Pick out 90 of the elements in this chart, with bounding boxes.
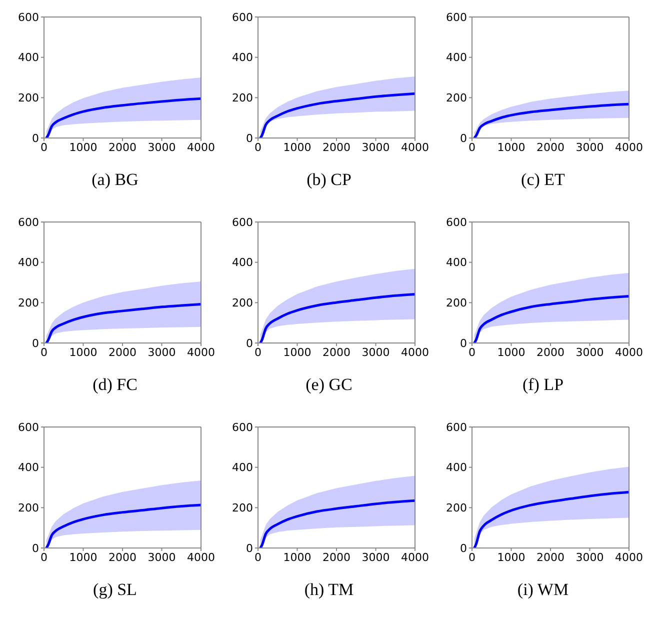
y-tick-label: 400: [18, 51, 39, 64]
y-tick-label: 0: [32, 336, 39, 350]
y-tick-label: 400: [446, 461, 467, 474]
x-tick-label: 0: [468, 550, 476, 564]
x-tick-label: 2000: [322, 140, 350, 154]
text: (f) LP: [522, 375, 564, 395]
y-tick-label: 200: [232, 92, 253, 105]
text: (d) FC: [92, 375, 138, 395]
y-tick-label: 200: [18, 92, 39, 105]
x-tick-label: 1000: [497, 346, 526, 359]
x-tick-label: 3000: [576, 550, 604, 564]
y-tick-label: 600: [232, 10, 253, 24]
y-tick-label: 600: [446, 420, 467, 434]
y-tick-label: 200: [446, 296, 467, 310]
x-tick-label: 4000: [615, 346, 643, 359]
x-tick-label: 0: [468, 140, 476, 154]
y-tick-label: 0: [246, 336, 253, 350]
text: (e) GC: [306, 375, 352, 395]
x-tick-label: 2000: [536, 550, 564, 564]
y-tick-label: 400: [232, 461, 253, 474]
y-tick-label: 0: [460, 336, 467, 350]
y-tick-label: 200: [232, 502, 253, 515]
y-tick-label: 600: [446, 216, 467, 229]
x-tick-label: 1000: [283, 140, 312, 154]
x-tick-label: 0: [40, 346, 48, 359]
text: (a) BG: [92, 170, 138, 190]
x-tick-label: 4000: [187, 550, 215, 564]
text: (h) TM: [304, 580, 354, 600]
y-tick-label: 400: [232, 51, 253, 64]
x-tick-label: 0: [254, 550, 262, 564]
x-tick-label: 0: [40, 140, 48, 154]
x-tick-label: 3000: [576, 140, 604, 154]
x-tick-label: 0: [254, 140, 262, 154]
y-tick-label: 200: [18, 296, 39, 310]
y-tick-label: 0: [246, 132, 253, 145]
y-tick-label: 200: [18, 502, 39, 515]
x-tick-label: 3000: [576, 346, 604, 359]
x-tick-label: 1000: [497, 140, 526, 154]
y-tick-label: 400: [232, 256, 253, 270]
x-tick-label: 2000: [322, 346, 350, 359]
x-tick-label: 3000: [362, 550, 390, 564]
y-tick-label: 600: [18, 216, 39, 229]
y-tick-label: 0: [32, 132, 39, 145]
y-tick-label: 600: [18, 10, 39, 24]
y-tick-label: 600: [446, 10, 467, 24]
x-tick-label: 3000: [148, 550, 176, 564]
y-tick-label: 400: [18, 461, 39, 474]
x-tick-label: 2000: [536, 140, 564, 154]
x-tick-label: 3000: [148, 140, 176, 154]
x-tick-label: 1000: [497, 550, 526, 564]
x-tick-label: 1000: [69, 550, 98, 564]
x-tick-label: 2000: [322, 550, 350, 564]
x-tick-label: 4000: [615, 550, 643, 564]
x-tick-label: 2000: [536, 346, 564, 359]
y-tick-label: 0: [460, 542, 467, 555]
text: (c) ET: [521, 170, 565, 190]
x-tick-label: 4000: [187, 346, 215, 359]
text: (g) SL: [93, 580, 137, 600]
x-tick-label: 4000: [615, 140, 643, 154]
x-tick-label: 3000: [148, 346, 176, 359]
y-tick-label: 0: [460, 132, 467, 145]
y-tick-label: 200: [446, 502, 467, 515]
x-tick-label: 3000: [362, 346, 390, 359]
x-tick-label: 3000: [362, 140, 390, 154]
x-tick-label: 4000: [401, 346, 429, 359]
y-tick-label: 0: [32, 542, 39, 555]
x-tick-label: 0: [254, 346, 262, 359]
x-tick-label: 1000: [69, 140, 98, 154]
text: (i) WM: [517, 580, 569, 600]
y-tick-label: 400: [446, 256, 467, 270]
y-tick-label: 400: [446, 51, 467, 64]
y-tick-label: 200: [232, 296, 253, 310]
y-tick-label: 400: [18, 256, 39, 270]
x-tick-label: 0: [40, 550, 48, 564]
y-tick-label: 0: [246, 542, 253, 555]
x-tick-label: 4000: [401, 550, 429, 564]
x-tick-label: 2000: [108, 140, 136, 154]
y-tick-label: 200: [446, 92, 467, 105]
x-tick-label: 1000: [69, 346, 98, 359]
x-tick-label: 4000: [187, 140, 215, 154]
x-tick-label: 0: [468, 346, 476, 359]
y-tick-label: 600: [232, 216, 253, 229]
x-tick-label: 1000: [283, 346, 312, 359]
x-tick-label: 1000: [283, 550, 312, 564]
y-tick-label: 600: [232, 420, 253, 434]
x-tick-label: 2000: [108, 550, 136, 564]
x-tick-label: 2000: [108, 346, 136, 359]
x-tick-label: 4000: [401, 140, 429, 154]
y-tick-label: 600: [18, 420, 39, 434]
text: (b) CP: [306, 170, 352, 190]
